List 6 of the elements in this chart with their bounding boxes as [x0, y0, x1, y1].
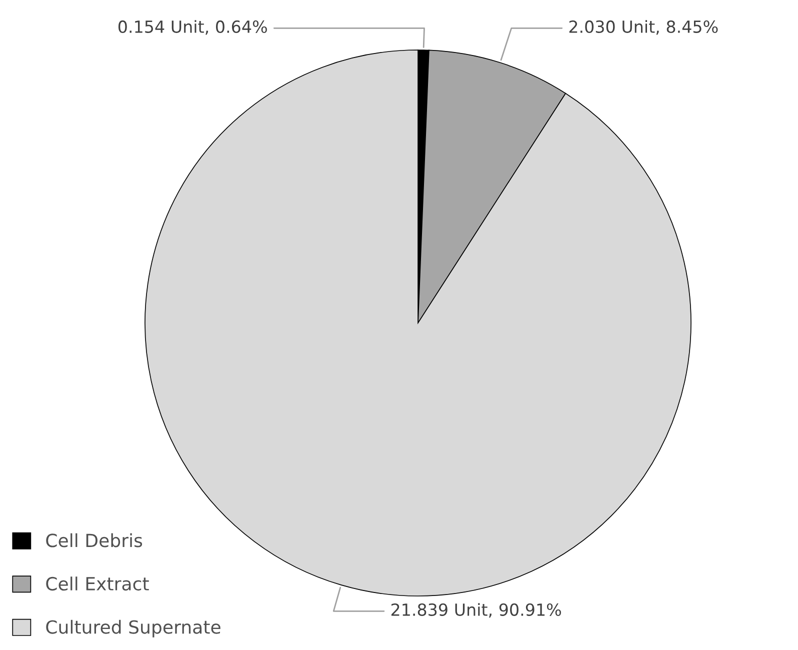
legend-label: Cultured Supernate	[46, 620, 220, 638]
legend-label: Cell Debris	[46, 533, 142, 548]
data-label: 0.154 Unit, 0.64%	[118, 20, 267, 35]
data-label: 21.839 Unit, 90.91%	[391, 603, 561, 618]
data-label: 2.030 Unit, 8.45%	[569, 20, 718, 35]
legend-label: Cell Extract	[46, 576, 149, 591]
